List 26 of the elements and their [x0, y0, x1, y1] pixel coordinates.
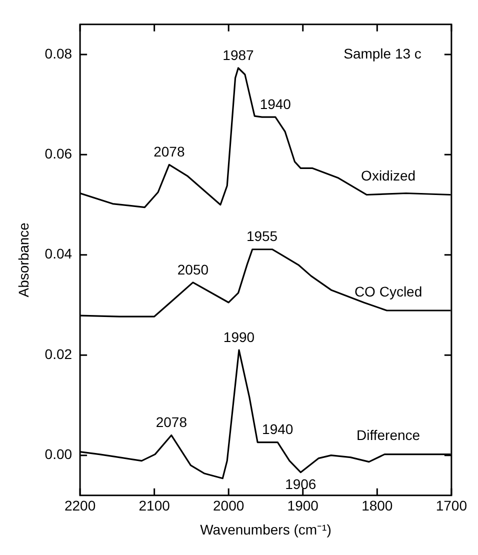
x-tick-label: 2200 [64, 498, 96, 514]
y-tick-label: 0.06 [44, 146, 72, 162]
annotation: 1990 [223, 328, 255, 345]
x-tick-label: 1900 [287, 498, 319, 514]
x-tick-label: 2000 [213, 498, 244, 514]
y-axis-title: Absorbance [15, 222, 32, 298]
annotation: 1987 [222, 46, 254, 63]
annotation: 2078 [154, 144, 185, 160]
annotation: Sample 13 c [344, 45, 422, 62]
x-tick-label: 1800 [362, 498, 393, 514]
annotation: 2050 [177, 261, 209, 278]
annotation: 1940 [262, 421, 294, 438]
x-axis-title: Wavenumbers (cm⁻¹) [200, 521, 332, 538]
annotation: 2078 [156, 414, 188, 430]
series-label: Difference [356, 427, 420, 444]
annotation: 1906 [285, 476, 316, 492]
series-label: CO Cycled [354, 283, 422, 300]
y-tick-label: 0.08 [44, 45, 72, 62]
x-tick-label: 1700 [436, 498, 468, 514]
y-tick-label: 0.02 [44, 346, 72, 362]
x-tick-label: 2100 [138, 498, 170, 514]
y-tick-label: 0.04 [44, 246, 72, 262]
annotation: 1940 [260, 96, 292, 112]
annotation: 1955 [246, 228, 278, 244]
y-tick-label: 0.00 [44, 446, 72, 462]
series-label: Oxidized [361, 168, 416, 184]
